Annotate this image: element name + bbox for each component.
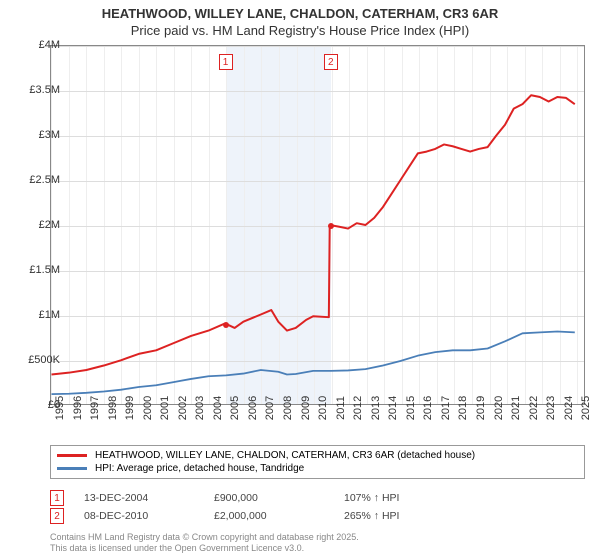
x-axis-label: 2023 bbox=[545, 396, 557, 420]
transaction-dot bbox=[328, 223, 334, 229]
x-axis-label: 2000 bbox=[142, 396, 154, 420]
x-axis-label: 2009 bbox=[300, 396, 312, 420]
x-axis-label: 2014 bbox=[387, 396, 399, 420]
y-axis-label: £3M bbox=[20, 129, 60, 141]
transaction-row: 2 08-DEC-2010£2,000,000265% ↑ HPI bbox=[50, 508, 399, 524]
transaction-pct: 107% ↑ HPI bbox=[344, 492, 399, 504]
y-axis-label: £1.5M bbox=[20, 264, 60, 276]
y-axis-label: £1M bbox=[20, 309, 60, 321]
x-axis-label: 1996 bbox=[72, 396, 84, 420]
x-axis-label: 2008 bbox=[282, 396, 294, 420]
transaction-marker-box: 1 bbox=[219, 54, 233, 70]
x-axis-label: 2006 bbox=[247, 396, 259, 420]
chart-title-2: Price paid vs. HM Land Registry's House … bbox=[0, 21, 600, 38]
legend-swatch bbox=[57, 454, 87, 457]
x-axis-label: 1997 bbox=[89, 396, 101, 420]
x-axis-label: 2015 bbox=[405, 396, 417, 420]
x-axis-label: 2024 bbox=[563, 396, 575, 420]
chart-title-1: HEATHWOOD, WILLEY LANE, CHALDON, CATERHA… bbox=[0, 0, 600, 21]
y-axis-label: £3.5M bbox=[20, 84, 60, 96]
x-axis-label: 2003 bbox=[194, 396, 206, 420]
transaction-date: 08-DEC-2010 bbox=[84, 510, 214, 522]
legend-label: HEATHWOOD, WILLEY LANE, CHALDON, CATERHA… bbox=[95, 450, 475, 461]
transaction-date: 13-DEC-2004 bbox=[84, 492, 214, 504]
transaction-num-box: 2 bbox=[50, 508, 64, 524]
x-axis-label: 2001 bbox=[159, 396, 171, 420]
transaction-price: £900,000 bbox=[214, 492, 344, 504]
x-axis-label: 2002 bbox=[177, 396, 189, 420]
footer-line-2: This data is licensed under the Open Gov… bbox=[50, 543, 359, 554]
legend-box: HEATHWOOD, WILLEY LANE, CHALDON, CATERHA… bbox=[50, 445, 585, 479]
x-axis-label: 2012 bbox=[352, 396, 364, 420]
x-axis-label: 1999 bbox=[124, 396, 136, 420]
transaction-dot bbox=[223, 322, 229, 328]
x-axis-label: 2004 bbox=[212, 396, 224, 420]
x-axis-label: 2005 bbox=[229, 396, 241, 420]
series-line-blue bbox=[51, 332, 574, 395]
x-axis-label: 2021 bbox=[510, 396, 522, 420]
x-axis-label: 2007 bbox=[264, 396, 276, 420]
x-axis-label: 2020 bbox=[493, 396, 505, 420]
x-axis-label: 1995 bbox=[54, 396, 66, 420]
chart-plot-area: 12 bbox=[50, 45, 585, 405]
y-axis-label: £500K bbox=[20, 354, 60, 366]
chart-lines-svg bbox=[51, 46, 584, 404]
transaction-pct: 265% ↑ HPI bbox=[344, 510, 399, 522]
legend-label: HPI: Average price, detached house, Tand… bbox=[95, 463, 304, 474]
legend-row: HPI: Average price, detached house, Tand… bbox=[57, 462, 578, 475]
x-axis-label: 2010 bbox=[317, 396, 329, 420]
series-line-red bbox=[51, 95, 574, 374]
y-axis-label: £2M bbox=[20, 219, 60, 231]
x-axis-label: 2013 bbox=[370, 396, 382, 420]
chart-container: HEATHWOOD, WILLEY LANE, CHALDON, CATERHA… bbox=[0, 0, 600, 560]
x-axis-label: 2016 bbox=[422, 396, 434, 420]
x-axis-label: 2011 bbox=[335, 396, 347, 420]
footer-line-1: Contains HM Land Registry data © Crown c… bbox=[50, 532, 359, 543]
x-axis-label: 2025 bbox=[580, 396, 592, 420]
legend-row: HEATHWOOD, WILLEY LANE, CHALDON, CATERHA… bbox=[57, 449, 578, 462]
x-axis-label: 2018 bbox=[457, 396, 469, 420]
x-axis-label: 2017 bbox=[440, 396, 452, 420]
y-axis-label: £4M bbox=[20, 39, 60, 51]
footer-attribution: Contains HM Land Registry data © Crown c… bbox=[50, 532, 359, 555]
legend-swatch bbox=[57, 467, 87, 470]
x-axis-label: 2019 bbox=[475, 396, 487, 420]
transaction-num-box: 1 bbox=[50, 490, 64, 506]
y-axis-label: £2.5M bbox=[20, 174, 60, 186]
x-axis-label: 1998 bbox=[107, 396, 119, 420]
transaction-row: 1 13-DEC-2004£900,000107% ↑ HPI bbox=[50, 490, 399, 506]
transaction-price: £2,000,000 bbox=[214, 510, 344, 522]
transaction-table: 1 13-DEC-2004£900,000107% ↑ HPI 2 08-DEC-20… bbox=[50, 490, 399, 526]
x-axis-label: 2022 bbox=[528, 396, 540, 420]
transaction-marker-box: 2 bbox=[324, 54, 338, 70]
